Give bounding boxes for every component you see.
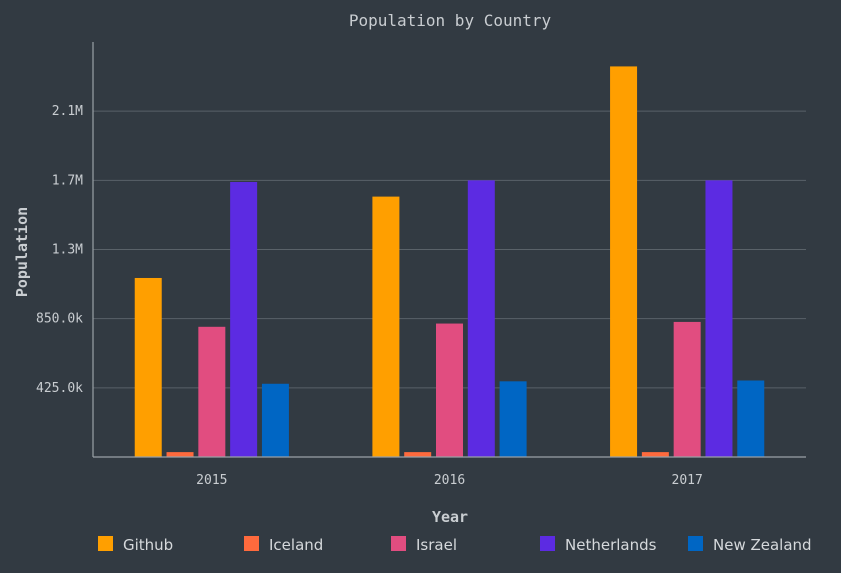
bar [261,383,289,457]
y-axis-title: Population [13,207,31,297]
legend-item: New Zealand [688,536,812,554]
bars [134,66,765,458]
legend-label: Netherlands [565,536,657,554]
bar [641,452,669,457]
bar [198,326,226,457]
y-tick-labels: 425.0k 850.0k 1.3M 1.7M 2.1M [36,104,83,396]
legend-label: New Zealand [713,536,812,554]
legend: Github Iceland Israel Netherlands New Zealan… [98,536,812,554]
legend-swatch [391,536,406,551]
bar [372,196,400,457]
bar [230,181,258,457]
legend-label: Iceland [269,536,323,554]
bar [610,66,638,457]
y-tick-label: 2.1M [52,104,83,119]
legend-item: Github [98,536,173,554]
legend-item: Netherlands [540,536,657,554]
x-tick-label: 2016 [434,473,465,488]
bar [673,321,701,457]
legend-item: Israel [391,536,457,554]
legend-label: Israel [416,536,457,554]
y-tick-label: 850.0k [36,312,83,327]
legend-swatch [98,536,113,551]
x-tick-label: 2017 [672,473,703,488]
chart-title: Population by Country [349,11,552,30]
bar [436,323,463,457]
bar [134,277,162,457]
x-tick-labels: 2015 2016 2017 [196,473,703,488]
x-axis-title: Year [432,508,468,526]
bar [737,380,765,457]
legend-swatch [244,536,259,551]
x-tick-label: 2015 [196,473,227,488]
bar [705,180,733,458]
legend-swatch [688,536,703,551]
legend-item: Iceland [244,536,323,554]
bar [499,381,527,457]
y-tick-label: 1.3M [52,243,83,258]
bar [404,452,432,457]
y-tick-label: 425.0k [36,381,83,396]
legend-label: Github [123,536,173,554]
legend-swatch [540,536,555,551]
bar [166,452,194,457]
bar [467,180,495,458]
y-tick-label: 1.7M [52,173,83,188]
